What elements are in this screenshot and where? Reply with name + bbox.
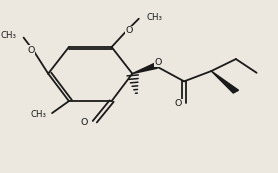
Text: O: O <box>27 46 34 55</box>
Text: CH₃: CH₃ <box>0 31 16 40</box>
Text: O: O <box>155 58 162 67</box>
Text: O: O <box>80 118 88 127</box>
Polygon shape <box>132 64 157 74</box>
Text: O: O <box>175 99 182 108</box>
Text: CH₃: CH₃ <box>31 110 47 119</box>
Polygon shape <box>211 71 239 93</box>
Text: CH₃: CH₃ <box>146 13 162 22</box>
Text: O: O <box>125 26 133 35</box>
